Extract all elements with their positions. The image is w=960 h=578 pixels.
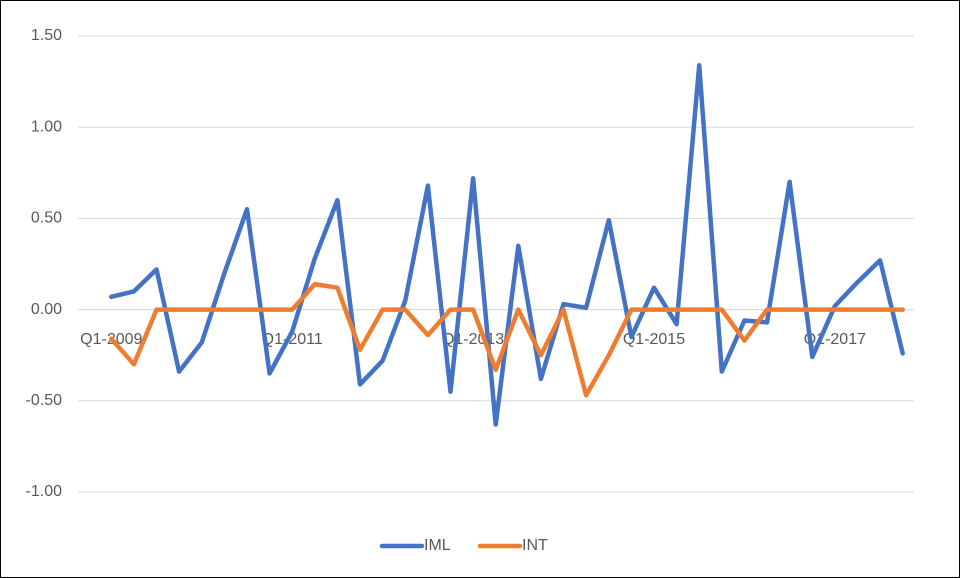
y-tick-label: -1.00 — [26, 483, 63, 500]
x-tick-label: Q1-2017 — [804, 331, 866, 348]
legend-label: INT — [522, 537, 548, 554]
y-tick-label: 1.00 — [31, 118, 62, 135]
x-tick-label: Q1-2015 — [623, 331, 685, 348]
y-tick-label: 0.50 — [31, 210, 62, 227]
y-tick-label: -0.50 — [26, 392, 63, 409]
y-tick-label: 0.00 — [31, 301, 62, 318]
y-tick-label: 1.50 — [31, 27, 62, 44]
legend-label: IML — [424, 537, 451, 554]
x-tick-label: Q1-2013 — [442, 331, 504, 348]
series-line — [109, 281, 905, 398]
x-tick-label: Q1-2011 — [262, 331, 323, 348]
